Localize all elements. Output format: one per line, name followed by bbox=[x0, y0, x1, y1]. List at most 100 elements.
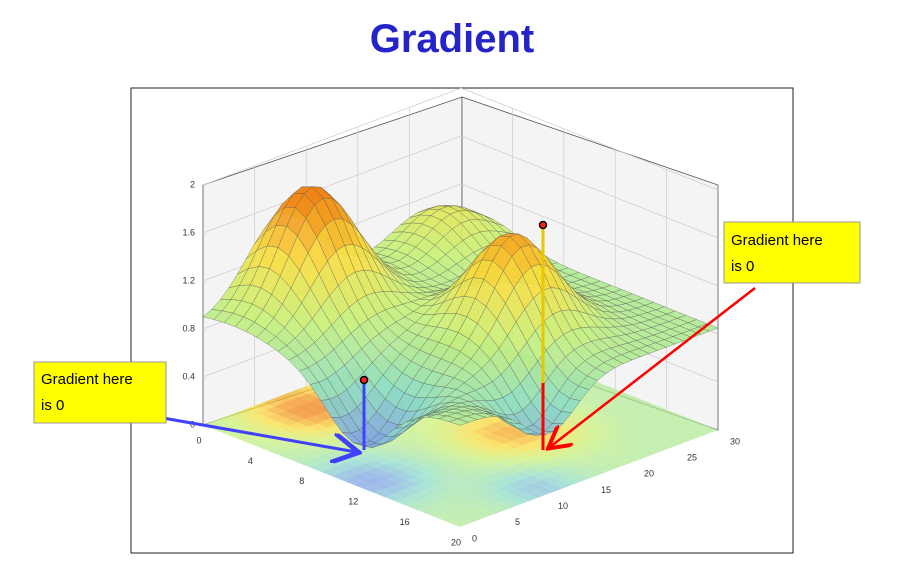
floor-cell bbox=[445, 504, 465, 513]
floor-cell bbox=[395, 465, 416, 473]
floor-cell bbox=[608, 443, 628, 451]
floor-cell bbox=[647, 411, 667, 420]
floor-cell bbox=[299, 393, 320, 402]
floor-cell bbox=[462, 464, 482, 473]
floor-cell bbox=[398, 439, 418, 447]
floor-cell bbox=[475, 443, 495, 451]
floor-cell bbox=[421, 455, 442, 463]
floor-cell bbox=[458, 483, 478, 491]
floor-cell bbox=[280, 425, 300, 434]
floor-cell bbox=[211, 418, 231, 427]
floor-cell bbox=[415, 499, 435, 507]
floor-cell bbox=[690, 428, 710, 437]
floor-cell bbox=[275, 444, 296, 452]
floor-cell bbox=[318, 461, 338, 469]
floor-cell bbox=[391, 450, 412, 458]
floor-cell bbox=[481, 432, 502, 441]
floor-cell bbox=[653, 434, 673, 442]
floor-cell bbox=[357, 463, 377, 471]
floor-cell bbox=[471, 428, 491, 436]
floor-cell bbox=[500, 500, 521, 508]
floor-cell bbox=[455, 508, 476, 517]
floor-cell bbox=[284, 440, 304, 449]
floor-cell bbox=[458, 449, 478, 458]
floor-cell bbox=[297, 452, 317, 461]
floor-cell bbox=[449, 486, 469, 494]
floor-cell bbox=[421, 488, 441, 497]
z-tick-label: 1.6 bbox=[182, 227, 195, 237]
floor-cell bbox=[297, 386, 317, 394]
floor-cell bbox=[672, 435, 693, 443]
floor-cell bbox=[436, 441, 457, 449]
floor-cell bbox=[636, 407, 656, 416]
floor-cell bbox=[286, 448, 306, 456]
floor-cell bbox=[248, 413, 268, 421]
floor-cell bbox=[434, 433, 455, 442]
floor-cell bbox=[522, 475, 542, 483]
floor-cell bbox=[438, 448, 459, 457]
floor-cell bbox=[664, 438, 684, 447]
floor-cell bbox=[316, 420, 337, 428]
floor-cell bbox=[460, 424, 480, 432]
floor-cell bbox=[288, 422, 309, 431]
floor-cell bbox=[670, 427, 691, 436]
floor-cell bbox=[290, 430, 311, 438]
z-tick-label: 1.2 bbox=[182, 275, 195, 285]
floor-cell bbox=[430, 485, 450, 493]
floor-cell bbox=[593, 390, 614, 399]
floor-cell bbox=[464, 472, 484, 480]
callout-text: is 0 bbox=[731, 258, 754, 275]
floor-cell bbox=[584, 427, 605, 435]
floor-cell bbox=[224, 430, 244, 438]
floor-cell bbox=[679, 424, 699, 433]
floor-cell bbox=[280, 392, 300, 401]
floor-cell bbox=[301, 401, 322, 409]
floor-cell bbox=[295, 411, 315, 420]
floor-cell bbox=[649, 419, 669, 427]
callout-text: is 0 bbox=[41, 397, 64, 414]
floor-cell bbox=[586, 467, 607, 476]
floor-cell bbox=[473, 436, 493, 444]
floor-cell bbox=[531, 472, 551, 480]
floor-cell bbox=[660, 423, 680, 432]
y-tick-label: 0 bbox=[472, 533, 477, 543]
floor-cell bbox=[282, 433, 302, 441]
floor-cell bbox=[385, 460, 405, 469]
floor-cell bbox=[372, 482, 392, 490]
floor-cell bbox=[473, 469, 493, 477]
floor-cell bbox=[642, 430, 663, 438]
y-tick-label: 15 bbox=[601, 485, 611, 495]
floor-cell bbox=[595, 464, 615, 473]
floor-cell bbox=[617, 439, 637, 448]
floor-cell bbox=[456, 442, 476, 450]
floor-cell bbox=[627, 410, 648, 419]
floor-cell bbox=[293, 404, 313, 412]
floor-cell bbox=[634, 433, 654, 441]
floor-cell bbox=[470, 494, 491, 503]
floor-cell bbox=[595, 398, 616, 406]
floor-cell bbox=[453, 501, 473, 509]
floor-cell bbox=[421, 422, 442, 430]
floor-cell bbox=[462, 431, 482, 440]
y-tick-label: 10 bbox=[558, 501, 568, 511]
floor-cell bbox=[501, 433, 521, 442]
floor-cell bbox=[657, 416, 678, 424]
floor-cell bbox=[640, 422, 661, 431]
floor-cell bbox=[263, 399, 283, 407]
floor-cell bbox=[556, 462, 577, 470]
floor-cell bbox=[651, 426, 671, 435]
floor-cell bbox=[602, 420, 622, 429]
floor-cell bbox=[600, 413, 620, 421]
floor-cell bbox=[417, 473, 437, 482]
floor-cell bbox=[627, 444, 648, 452]
floor-cell bbox=[406, 502, 426, 510]
floor-cell bbox=[554, 455, 575, 463]
floor-cell bbox=[434, 467, 454, 475]
floor-cell bbox=[361, 478, 381, 486]
floor-cell bbox=[423, 462, 444, 471]
floor-cell bbox=[567, 466, 587, 475]
floor-cell bbox=[623, 396, 644, 404]
floor-cell bbox=[526, 490, 546, 498]
floor-cell bbox=[638, 415, 658, 423]
floor-cell bbox=[479, 491, 499, 500]
